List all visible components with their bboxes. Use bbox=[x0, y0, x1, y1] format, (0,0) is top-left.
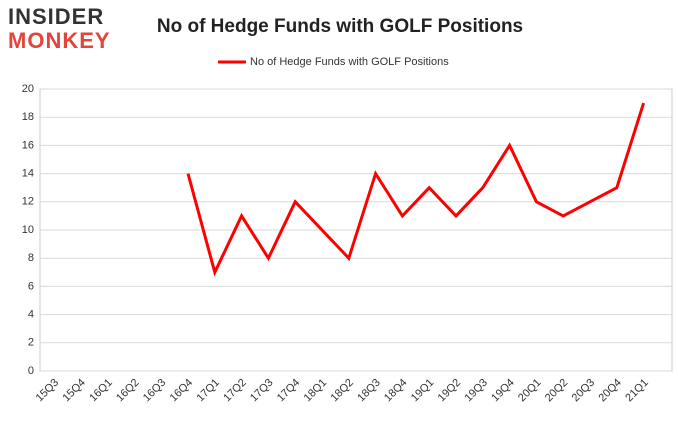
x-tick-label: 18Q3 bbox=[355, 377, 383, 405]
x-tick-label: 16Q3 bbox=[141, 377, 169, 405]
x-tick-label: 15Q4 bbox=[60, 377, 88, 405]
x-tick-label: 18Q2 bbox=[328, 377, 356, 405]
y-tick-label: 16 bbox=[22, 139, 34, 151]
y-tick-label: 10 bbox=[22, 224, 34, 236]
chart-title: No of Hedge Funds with GOLF Positions bbox=[157, 16, 523, 37]
x-tick-label: 19Q3 bbox=[462, 377, 490, 405]
x-tick-label: 21Q1 bbox=[623, 377, 651, 405]
line-series bbox=[186, 102, 646, 277]
x-tick-label: 20Q4 bbox=[596, 377, 624, 405]
logo-line1: INSIDER bbox=[8, 4, 104, 29]
x-tick-label: 18Q1 bbox=[302, 377, 330, 405]
x-tick-label: 17Q3 bbox=[248, 377, 276, 405]
x-tick-label: 18Q4 bbox=[382, 377, 410, 405]
y-tick-label: 12 bbox=[22, 196, 34, 208]
y-tick-label: 4 bbox=[28, 309, 34, 321]
x-tick-label: 17Q1 bbox=[194, 377, 222, 405]
x-tick-label: 20Q2 bbox=[543, 377, 571, 405]
x-tick-label: 19Q4 bbox=[489, 377, 517, 405]
x-tick-label: 20Q1 bbox=[516, 377, 544, 405]
x-tick-label: 16Q2 bbox=[114, 377, 142, 405]
y-tick-label: 14 bbox=[22, 168, 34, 180]
x-tick-label: 19Q2 bbox=[436, 377, 464, 405]
y-tick-label: 0 bbox=[28, 365, 34, 377]
y-tick-label: 2 bbox=[28, 337, 34, 349]
x-tick-label: 17Q2 bbox=[221, 377, 249, 405]
logo-line2: MONKEY bbox=[8, 28, 111, 53]
x-tick-label: 16Q1 bbox=[87, 377, 115, 405]
x-tick-label: 15Q3 bbox=[34, 377, 62, 405]
x-tick-label: 16Q4 bbox=[168, 377, 196, 405]
x-tick-label: 17Q4 bbox=[275, 377, 303, 405]
legend-label: No of Hedge Funds with GOLF Positions bbox=[250, 56, 449, 68]
y-tick-label: 6 bbox=[28, 280, 34, 292]
x-tick-label: 20Q3 bbox=[570, 377, 598, 405]
y-tick-label: 8 bbox=[28, 252, 34, 264]
y-tick-label: 18 bbox=[22, 111, 34, 123]
x-tick-label: 19Q1 bbox=[409, 377, 437, 405]
y-tick-label: 20 bbox=[22, 83, 34, 95]
